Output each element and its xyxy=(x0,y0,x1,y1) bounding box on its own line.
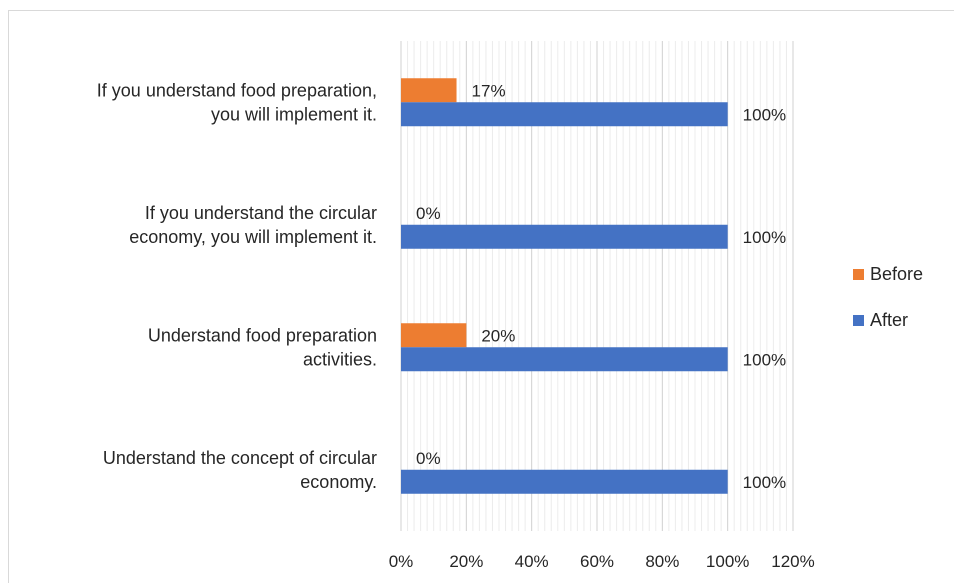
bar-after xyxy=(401,102,728,127)
chart-container: If you understand food preparation, you w… xyxy=(8,10,954,583)
legend-label-before: Before xyxy=(870,264,923,284)
data-label-before: 0% xyxy=(416,449,441,468)
bar-before xyxy=(401,78,457,103)
data-label-after: 100% xyxy=(743,473,786,492)
legend-label-after: After xyxy=(870,310,908,330)
data-label-before: 0% xyxy=(416,204,441,223)
x-tick-label: 20% xyxy=(449,552,483,571)
category-label-line: If you understand food preparation, xyxy=(97,80,377,100)
category-label: Understand food preparation activities. xyxy=(148,325,377,369)
category-label: Understand the concept of circular econom… xyxy=(103,448,377,492)
data-label-after: 100% xyxy=(743,105,786,124)
x-tick-label: 40% xyxy=(515,552,549,571)
legend-swatch-after xyxy=(853,315,864,326)
category-label-line: Understand food preparation xyxy=(148,325,377,345)
category-label-line: If you understand the circular xyxy=(145,203,377,223)
x-tick-label: 60% xyxy=(580,552,614,571)
bar-after xyxy=(401,469,728,494)
x-tick-label: 120% xyxy=(771,552,814,571)
category-label: If you understand food preparation, you w… xyxy=(97,80,377,124)
bar-after xyxy=(401,347,728,372)
data-label-after: 100% xyxy=(743,350,786,369)
x-tick-label: 80% xyxy=(645,552,679,571)
x-tick-label: 100% xyxy=(706,552,749,571)
category-label-line: economy, you will implement it. xyxy=(129,227,377,247)
category-label-line: Understand the concept of circular xyxy=(103,448,377,468)
bar-chart: If you understand food preparation, you w… xyxy=(97,41,923,571)
category-label: If you understand the circular economy, y… xyxy=(129,203,377,247)
bar-after xyxy=(401,224,728,249)
x-tick-label: 0% xyxy=(389,552,414,571)
data-label-before: 20% xyxy=(481,326,515,345)
bar-before xyxy=(401,323,467,348)
category-label-line: activities. xyxy=(303,349,377,369)
category-label-line: you will implement it. xyxy=(211,104,377,124)
category-label-line: economy. xyxy=(300,472,377,492)
legend-swatch-before xyxy=(853,269,864,280)
data-label-before: 17% xyxy=(472,81,506,100)
data-label-after: 100% xyxy=(743,228,786,247)
